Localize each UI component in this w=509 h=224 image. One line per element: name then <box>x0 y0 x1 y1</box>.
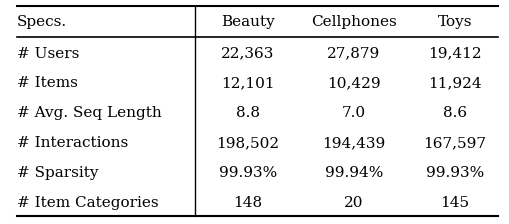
Text: # Users: # Users <box>17 47 79 60</box>
Text: # Avg. Seq Length: # Avg. Seq Length <box>17 106 161 120</box>
Text: 11,924: 11,924 <box>428 76 481 90</box>
Text: 19,412: 19,412 <box>428 47 481 60</box>
Text: 145: 145 <box>440 196 469 210</box>
Text: 99.93%: 99.93% <box>218 166 276 180</box>
Text: # Interactions: # Interactions <box>17 136 128 150</box>
Text: Cellphones: Cellphones <box>310 15 396 29</box>
Text: 27,879: 27,879 <box>327 47 380 60</box>
Text: Specs.: Specs. <box>17 15 67 29</box>
Text: # Sparsity: # Sparsity <box>17 166 98 180</box>
Text: # Item Categories: # Item Categories <box>17 196 158 210</box>
Text: 8.8: 8.8 <box>236 106 260 120</box>
Text: 99.94%: 99.94% <box>324 166 382 180</box>
Text: Toys: Toys <box>437 15 471 29</box>
Text: 20: 20 <box>344 196 363 210</box>
Text: 148: 148 <box>233 196 262 210</box>
Text: 12,101: 12,101 <box>221 76 274 90</box>
Text: 22,363: 22,363 <box>221 47 274 60</box>
Text: 194,439: 194,439 <box>322 136 385 150</box>
Text: 7.0: 7.0 <box>341 106 365 120</box>
Text: 167,597: 167,597 <box>423 136 486 150</box>
Text: # Items: # Items <box>17 76 77 90</box>
Text: 198,502: 198,502 <box>216 136 279 150</box>
Text: 8.6: 8.6 <box>442 106 466 120</box>
Text: 10,429: 10,429 <box>326 76 380 90</box>
Text: 99.93%: 99.93% <box>425 166 483 180</box>
Text: Beauty: Beauty <box>220 15 274 29</box>
